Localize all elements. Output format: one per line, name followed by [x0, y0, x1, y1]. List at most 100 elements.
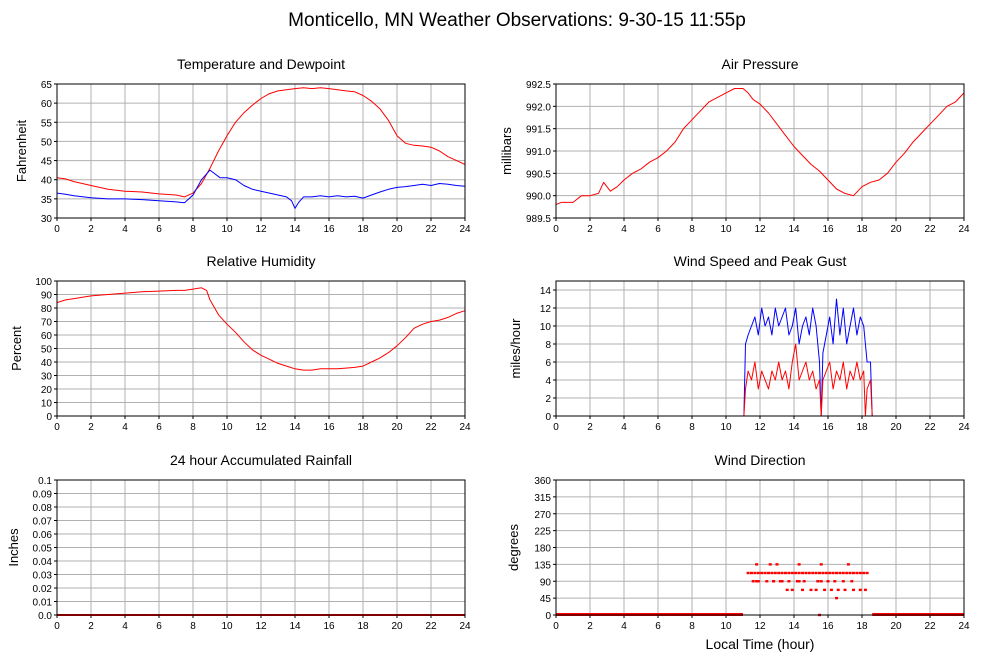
series-line [556, 343, 964, 417]
x-tick-label: 8 [190, 224, 196, 235]
x-tick-label: 24 [958, 224, 970, 235]
data-point [858, 588, 862, 592]
y-tick-label: 80 [41, 304, 53, 315]
data-point [767, 571, 770, 575]
x-tick-label: 18 [357, 422, 369, 433]
x-tick-label: 8 [190, 422, 196, 433]
data-point [838, 571, 842, 575]
x-tick-label: 14 [289, 422, 301, 433]
data-point [795, 580, 799, 583]
data-point [826, 580, 830, 583]
x-tick-label: 16 [822, 422, 834, 433]
data-point [863, 588, 867, 592]
y-axis-label: Percent [9, 326, 24, 371]
x-tick-label: 22 [924, 224, 936, 235]
data-point [753, 571, 757, 575]
y-tick-label: 60 [41, 99, 53, 110]
y-axis-label: Inches [6, 528, 21, 567]
x-tick-label: 8 [689, 422, 695, 433]
x-tick-label: 4 [621, 422, 627, 433]
y-tick-label: 2 [545, 394, 551, 405]
x-tick-label: 10 [720, 422, 732, 433]
grid [556, 84, 964, 218]
x-tick-label: 22 [924, 621, 936, 632]
y-tick-label: 100 [35, 277, 52, 288]
x-tick-label: 20 [890, 621, 902, 632]
data-point [852, 571, 855, 575]
y-tick-label: 50 [41, 137, 53, 148]
data-point [784, 571, 787, 575]
x-tick-label: 2 [88, 422, 94, 433]
panel-title: Temperature and Dewpoint [177, 56, 345, 72]
y-tick-label: 30 [41, 372, 53, 383]
data-point [855, 571, 859, 575]
data-point [772, 580, 776, 583]
data-point [746, 571, 750, 575]
x-tick-label: 22 [425, 422, 437, 433]
y-tick-label: 12 [540, 304, 552, 315]
data-point [829, 588, 833, 592]
x-tick-label: 10 [221, 224, 233, 235]
y-tick-label: 35 [41, 195, 53, 206]
y-tick-label: 4 [545, 376, 551, 387]
y-tick-label: 315 [534, 493, 551, 504]
data-point [756, 571, 760, 575]
data-point [801, 571, 804, 575]
x-tick-label: 6 [655, 621, 661, 632]
y-tick-label: 65 [41, 80, 53, 91]
data-point [802, 580, 806, 583]
data-point [775, 563, 779, 566]
x-tick-label: 10 [720, 224, 732, 235]
series-line [556, 298, 964, 417]
y-tick-label: 180 [534, 544, 551, 555]
x-tick-label: 4 [122, 224, 128, 235]
x-tick-label: 12 [754, 224, 766, 235]
y-tick-label: 225 [534, 527, 551, 538]
series-line [56, 87, 466, 198]
x-tick-label: 16 [323, 621, 335, 632]
series-points [746, 563, 869, 617]
x-tick-label: 6 [156, 224, 162, 235]
x-tick-label: 18 [856, 621, 868, 632]
panel-title: Relative Humidity [207, 253, 316, 269]
y-tick-label: 0.05 [33, 544, 53, 555]
y-tick-label: 0.06 [33, 530, 53, 541]
x-tick-label: 4 [122, 422, 128, 433]
data-point [841, 580, 845, 583]
x-tick-label: 0 [553, 422, 559, 433]
data-point [862, 571, 866, 575]
data-point [816, 580, 820, 583]
x-tick-label: 18 [357, 224, 369, 235]
data-point [835, 596, 838, 600]
x-tick-label: 8 [689, 621, 695, 632]
data-point [835, 571, 838, 575]
y-tick-label: 0.04 [33, 557, 53, 568]
x-tick-label: 24 [459, 621, 471, 632]
data-point [777, 571, 781, 575]
y-tick-label: 70 [41, 318, 53, 329]
y-tick-label: 0.1 [38, 476, 52, 487]
x-tick-label: 16 [822, 621, 834, 632]
y-tick-label: 990.0 [526, 192, 551, 203]
x-tick-label: 14 [788, 224, 800, 235]
panel-title: Wind Speed and Peak Gust [674, 253, 847, 269]
data-point [843, 588, 847, 592]
data-point [804, 571, 808, 575]
x-tick-label: 8 [689, 224, 695, 235]
data-point [797, 563, 801, 566]
data-point [814, 571, 818, 575]
data-point [780, 571, 784, 575]
x-tick-label: 2 [587, 224, 593, 235]
data-point [809, 588, 813, 592]
data-point [852, 588, 855, 592]
x-tick-label: 24 [459, 224, 471, 235]
x-tick-label: 0 [54, 224, 60, 235]
y-tick-label: 90 [540, 577, 552, 588]
y-tick-label: 989.5 [526, 214, 551, 225]
y-axis-label: millibars [499, 127, 514, 175]
data-point [794, 571, 798, 575]
